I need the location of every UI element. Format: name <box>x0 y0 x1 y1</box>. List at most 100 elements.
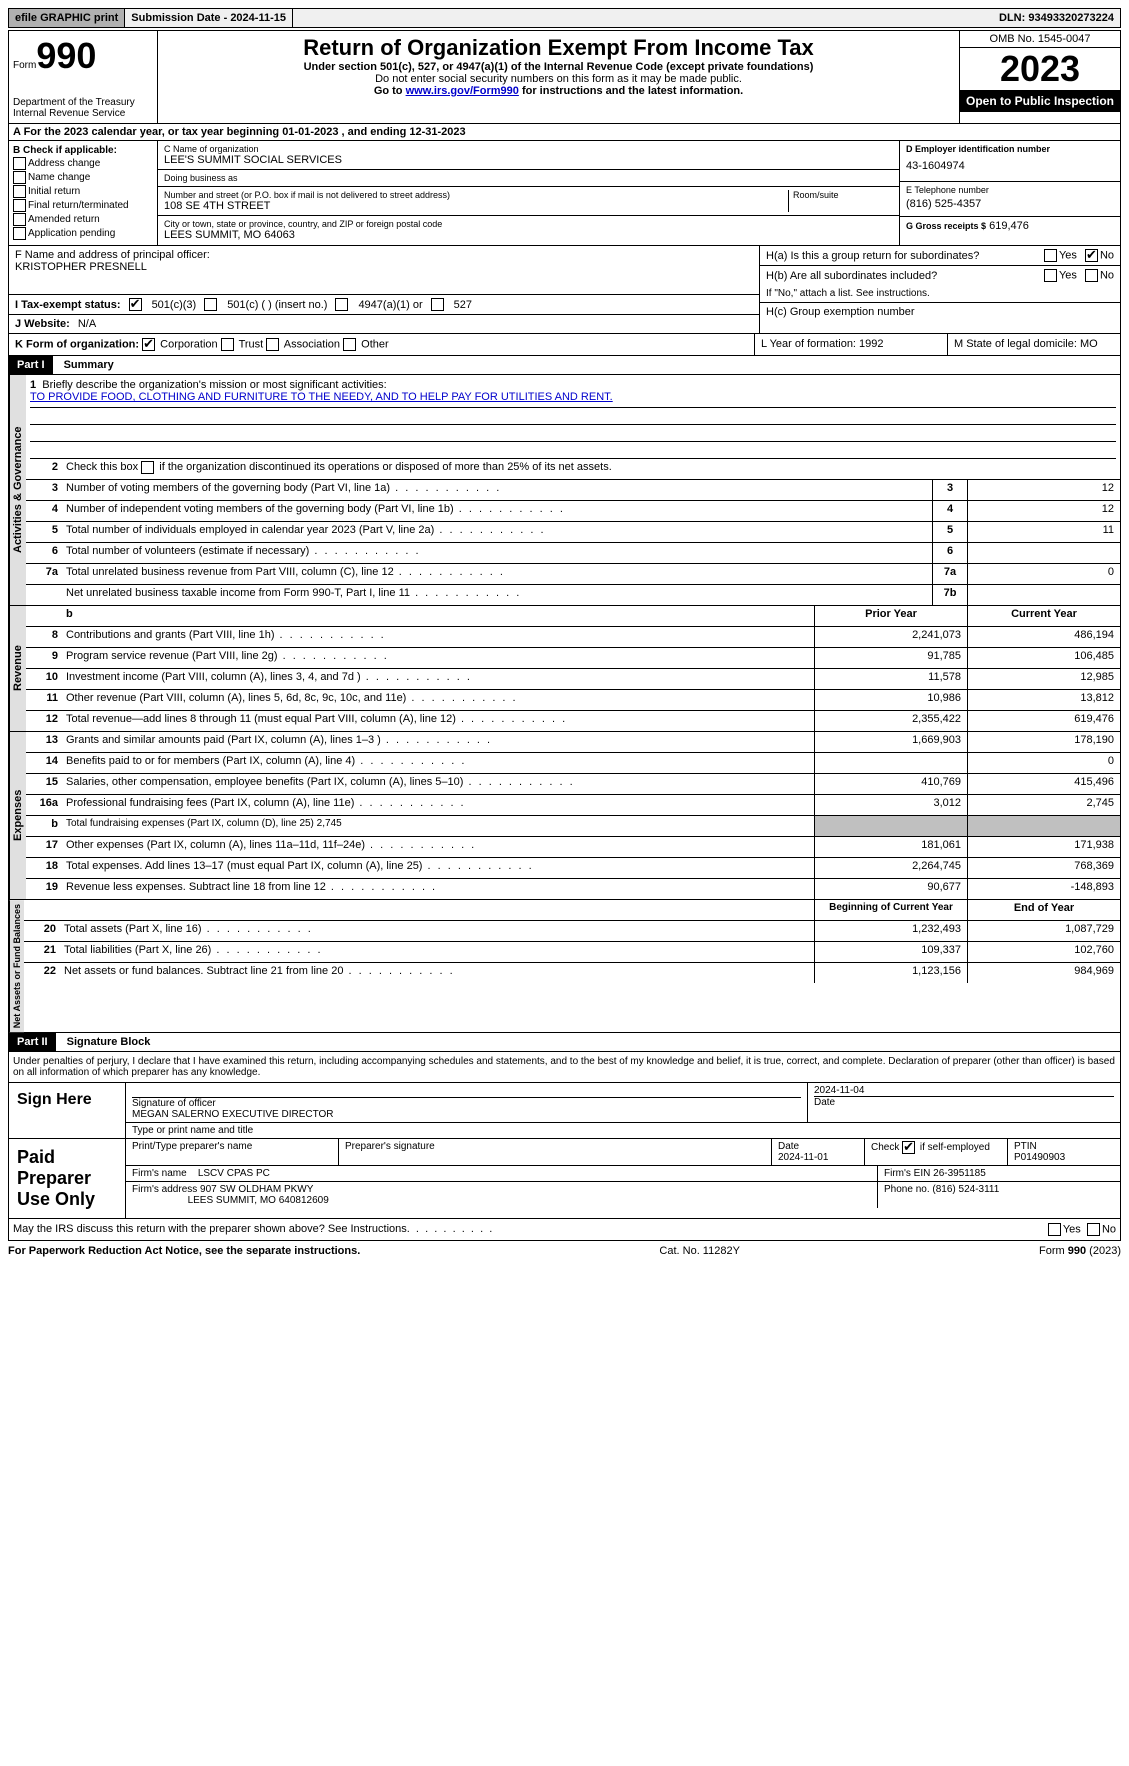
prep-name-label: Print/Type preparer's name <box>126 1139 339 1165</box>
ein-label: D Employer identification number <box>906 144 1114 154</box>
table-row: 6Total number of volunteers (estimate if… <box>26 543 1120 564</box>
city-label: City or town, state or province, country… <box>164 219 893 229</box>
preparer-label: Paid Preparer Use Only <box>9 1139 126 1218</box>
cb-corp[interactable] <box>142 338 155 351</box>
cb-final[interactable] <box>13 199 26 212</box>
table-row: 11Other revenue (Part VIII, column (A), … <box>26 690 1120 711</box>
l-year: L Year of formation: 1992 <box>755 334 948 355</box>
cb-name[interactable] <box>13 171 26 184</box>
gross-label: G Gross receipts $ <box>906 221 986 231</box>
efile-print[interactable]: efile GRAPHIC print <box>9 9 125 27</box>
form-header: Form990 Department of the Treasury Inter… <box>8 30 1121 124</box>
table-row: bTotal fundraising expenses (Part IX, co… <box>26 816 1120 837</box>
cb-address[interactable] <box>13 157 26 170</box>
firm-addr2: LEES SUMMIT, MO 640812609 <box>188 1195 329 1206</box>
vlabel-rev: Revenue <box>9 606 26 731</box>
tax-year: 2023 <box>960 48 1120 90</box>
mission: TO PROVIDE FOOD, CLOTHING AND FURNITURE … <box>30 391 613 403</box>
table-row: Net unrelated business taxable income fr… <box>26 585 1120 605</box>
prep-phone: (816) 524-3111 <box>932 1184 999 1195</box>
form-prefix: Form <box>13 60 36 71</box>
i-label: I Tax-exempt status: <box>15 299 121 311</box>
cb-ha-yes[interactable] <box>1044 249 1057 262</box>
goto-pre: Go to <box>374 85 406 97</box>
b-label: B Check if applicable: <box>13 145 153 156</box>
cb-hb-yes[interactable] <box>1044 269 1057 282</box>
cb-501c[interactable] <box>204 298 217 311</box>
street: 108 SE 4TH STREET <box>164 200 784 212</box>
section-klm: K Form of organization: Corporation Trus… <box>8 334 1121 356</box>
cb-trust[interactable] <box>221 338 234 351</box>
sig-officer-label: Signature of officer <box>132 1097 801 1109</box>
table-row: 12Total revenue—add lines 8 through 11 (… <box>26 711 1120 731</box>
hdr-end: End of Year <box>967 900 1120 920</box>
section-bcde: B Check if applicable: Address change Na… <box>8 141 1121 246</box>
col-b: B Check if applicable: Address change Na… <box>9 141 158 245</box>
cb-discuss-no[interactable] <box>1087 1223 1100 1236</box>
hc-label: H(c) Group exemption number <box>760 303 1120 321</box>
org-name: LEE'S SUMMIT SOCIAL SERVICES <box>164 154 893 166</box>
hdr-prior: Prior Year <box>814 606 967 626</box>
sign-section: Sign Here Signature of officer MEGAN SAL… <box>8 1083 1121 1139</box>
form-title: Return of Organization Exempt From Incom… <box>162 35 955 61</box>
tax-year-row: A For the 2023 calendar year, or tax yea… <box>8 124 1121 141</box>
prep-sig-label: Preparer's signature <box>339 1139 772 1165</box>
m-state: M State of legal domicile: MO <box>948 334 1120 355</box>
part1-title: Summary <box>56 356 122 374</box>
ein: 43-1604974 <box>906 154 1114 178</box>
cb-assoc[interactable] <box>266 338 279 351</box>
dba-label: Doing business as <box>164 173 893 183</box>
firm-name: LSCV CPAS PC <box>198 1168 270 1179</box>
cb-4947[interactable] <box>335 298 348 311</box>
phone: (816) 525-4357 <box>906 195 1114 213</box>
footer-mid: Cat. No. 11282Y <box>659 1245 740 1257</box>
summary-net: Net Assets or Fund Balances Beginning of… <box>8 900 1121 1033</box>
hdr-begin: Beginning of Current Year <box>814 900 967 920</box>
table-row: 19Revenue less expenses. Subtract line 1… <box>26 879 1120 899</box>
cb-pending[interactable] <box>13 227 26 240</box>
section-fhij: F Name and address of principal officer:… <box>8 246 1121 334</box>
sign-label: Sign Here <box>9 1083 126 1138</box>
firm-ein: 26-3951185 <box>933 1168 986 1179</box>
cb-527[interactable] <box>431 298 444 311</box>
table-row: 8Contributions and grants (Part VIII, li… <box>26 627 1120 648</box>
irs-label: Internal Revenue Service <box>13 108 153 119</box>
irs-link[interactable]: www.irs.gov/Form990 <box>406 85 519 97</box>
preparer-section: Paid Preparer Use Only Print/Type prepar… <box>8 1139 1121 1219</box>
cb-hb-no[interactable] <box>1085 269 1098 282</box>
footer: For Paperwork Reduction Act Notice, see … <box>8 1241 1121 1261</box>
f-label: F Name and address of principal officer: <box>15 249 753 261</box>
ptin: P01490903 <box>1014 1152 1065 1163</box>
summary-rev: Revenue b Prior Year Current Year 8Contr… <box>8 606 1121 732</box>
city: LEES SUMMIT, MO 64063 <box>164 229 893 241</box>
top-bar: efile GRAPHIC print Submission Date - 20… <box>8 8 1121 28</box>
gross-receipts: 619,476 <box>989 220 1029 232</box>
goto-post: for instructions and the latest informat… <box>519 85 743 97</box>
table-row: 13Grants and similar amounts paid (Part … <box>26 732 1120 753</box>
cb-other[interactable] <box>343 338 356 351</box>
cb-discuss-yes[interactable] <box>1048 1223 1061 1236</box>
cb-amended[interactable] <box>13 213 26 226</box>
k-label: K Form of organization: <box>15 338 139 350</box>
hb-label: H(b) Are all subordinates included? <box>766 270 1036 282</box>
table-row: 7aTotal unrelated business revenue from … <box>26 564 1120 585</box>
c-name-label: C Name of organization <box>164 144 893 154</box>
cb-discontinued[interactable] <box>141 461 154 474</box>
cb-501c3[interactable] <box>129 298 142 311</box>
ha-label: H(a) Is this a group return for subordin… <box>766 250 1036 262</box>
vlabel-exp: Expenses <box>9 732 26 899</box>
table-row: 16aProfessional fundraising fees (Part I… <box>26 795 1120 816</box>
col-c: C Name of organization LEE'S SUMMIT SOCI… <box>158 141 900 245</box>
cb-initial[interactable] <box>13 185 26 198</box>
discuss-row: May the IRS discuss this return with the… <box>8 1219 1121 1241</box>
cb-ha-no[interactable] <box>1085 249 1098 262</box>
footer-left: For Paperwork Reduction Act Notice, see … <box>8 1245 360 1257</box>
officer-name: KRISTOPHER PRESNELL <box>15 261 753 273</box>
vlabel-gov: Activities & Governance <box>9 375 26 605</box>
room-label: Room/suite <box>793 190 893 200</box>
part2-num: Part II <box>9 1033 56 1051</box>
penalties: Under penalties of perjury, I declare th… <box>8 1052 1121 1083</box>
table-row: 22Net assets or fund balances. Subtract … <box>24 963 1120 983</box>
cb-self[interactable] <box>902 1141 915 1154</box>
j-label: J Website: <box>15 318 70 330</box>
